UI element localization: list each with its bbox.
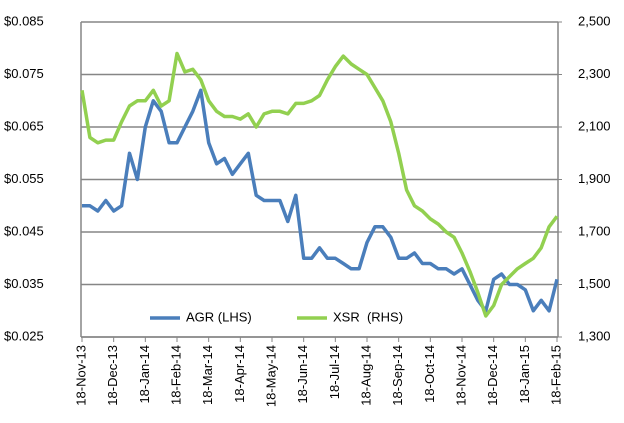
series-line xyxy=(80,51,559,318)
x-tick-label: 18-Sep-14 xyxy=(390,345,405,406)
x-tick-label: 18-Nov-14 xyxy=(453,345,468,406)
y-tick-label: $0.035 xyxy=(4,276,44,291)
x-tick-label: 18-Jan-14 xyxy=(137,345,152,404)
y2-tick-label: 2,500 xyxy=(578,13,611,28)
y-tick-label: $0.045 xyxy=(4,223,44,238)
y-tick-label: $0.075 xyxy=(4,66,44,81)
x-tick-label: 18-Mar-14 xyxy=(200,345,215,405)
x-tick-label: 18-Feb-15 xyxy=(548,345,563,405)
legend-bg xyxy=(146,309,276,327)
y2-tick-label: 2,300 xyxy=(578,66,611,81)
y-tick-label: $0.085 xyxy=(4,13,44,28)
x-tick-label: 18-Nov-13 xyxy=(73,345,88,406)
legend-label: XSR (RHS) xyxy=(333,309,403,324)
x-tick-label: 18-Dec-14 xyxy=(485,345,500,406)
legend-bg xyxy=(293,309,423,327)
x-tick-label: 18-Jun-14 xyxy=(295,345,310,404)
x-tick-label: 18-Feb-14 xyxy=(168,345,183,405)
series-line xyxy=(82,88,559,313)
y2-tick-label: 1,700 xyxy=(578,223,611,238)
y2-tick-label: 1,500 xyxy=(578,276,611,291)
x-tick-label: 18-Apr-14 xyxy=(232,345,247,403)
x-tick-label: 18-Jul-14 xyxy=(327,345,342,399)
x-tick-label: 18-May-14 xyxy=(263,345,278,407)
y2-tick-label: 1,300 xyxy=(578,328,611,343)
y-tick-label: $0.065 xyxy=(4,118,44,133)
legend-label: AGR (LHS) xyxy=(186,309,252,324)
y-tick-label: $0.055 xyxy=(4,171,44,186)
y-tick-label: $0.025 xyxy=(4,328,44,343)
x-tick-label: 18-Jan-15 xyxy=(517,345,532,404)
y2-tick-label: 1,900 xyxy=(578,171,611,186)
x-tick-label: 18-Oct-14 xyxy=(422,345,437,403)
x-tick-label: 18-Aug-14 xyxy=(358,345,373,406)
y2-tick-label: 2,100 xyxy=(578,118,611,133)
x-tick-label: 18-Dec-13 xyxy=(105,345,120,406)
